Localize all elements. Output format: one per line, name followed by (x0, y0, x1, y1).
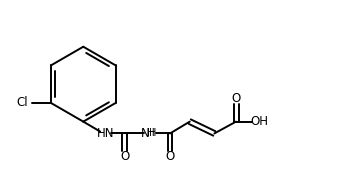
Text: O: O (232, 93, 241, 105)
Text: H: H (149, 128, 156, 138)
Text: Cl: Cl (16, 96, 28, 109)
Text: OH: OH (251, 115, 269, 128)
Text: O: O (120, 150, 129, 163)
Text: O: O (165, 150, 175, 163)
Text: HN: HN (97, 127, 115, 140)
Text: H: H (147, 128, 155, 138)
Text: N: N (141, 127, 150, 140)
